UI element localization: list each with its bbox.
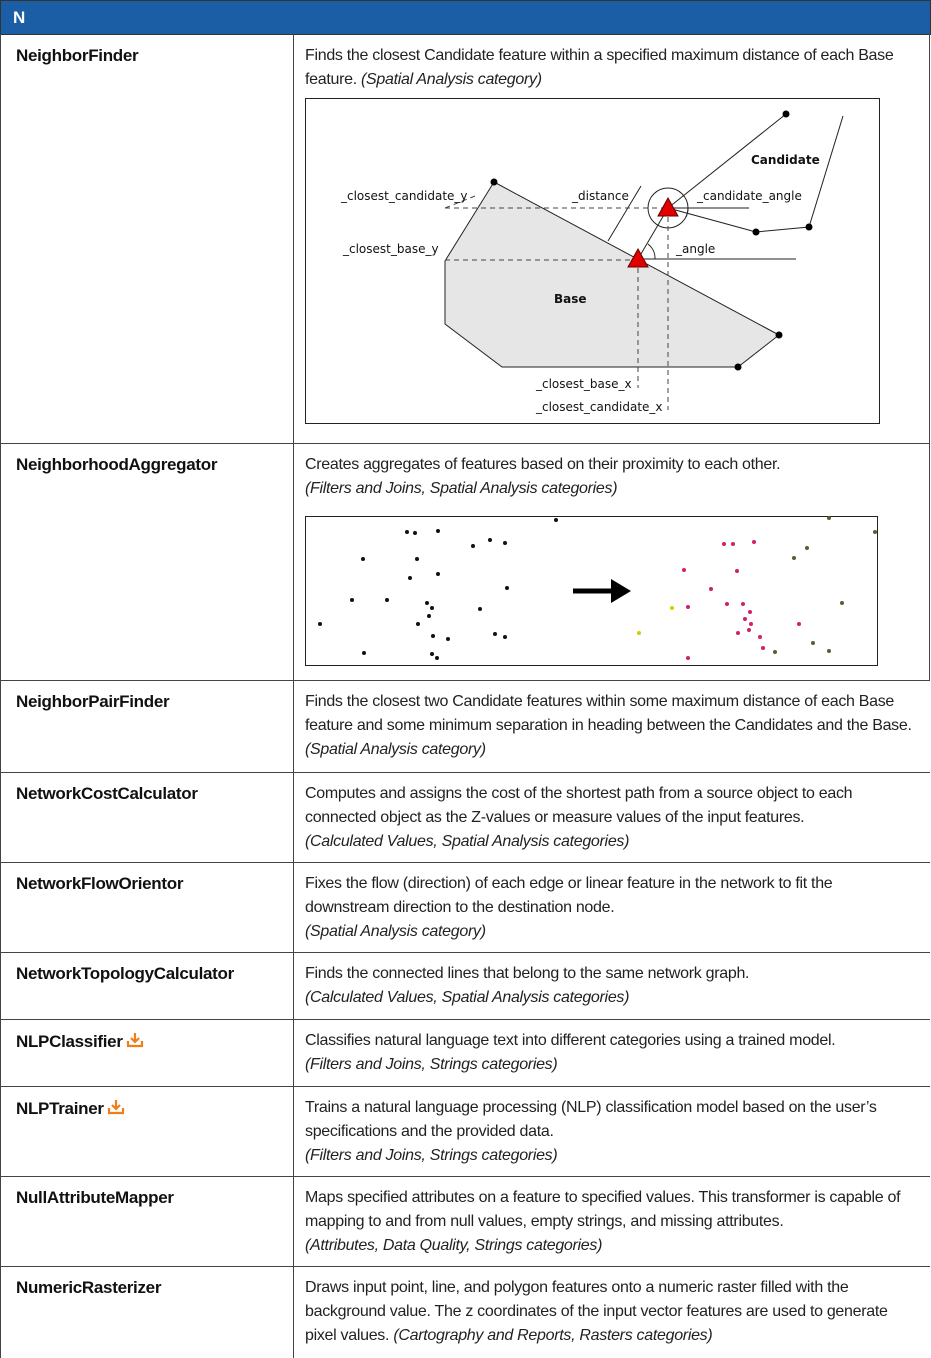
transformer-name: NeighborhoodAggregator bbox=[1, 443, 294, 680]
description: Draws input point, line, and polygon fea… bbox=[305, 1279, 888, 1344]
name-cell: NLPTrainer bbox=[1, 1086, 294, 1176]
table-row: NLPClassifier Classifies natural languag… bbox=[0, 1019, 930, 1087]
header-letter: N bbox=[13, 8, 25, 27]
description: Maps specified attributes on a feature t… bbox=[305, 1189, 901, 1230]
description-cell: Fixes the flow (direction) of each edge … bbox=[294, 862, 930, 944]
table-row: NetworkCostCalculator Computes and assig… bbox=[0, 772, 930, 863]
table-row: NeighborhoodAggregator Creates aggregate… bbox=[0, 443, 930, 681]
transformer-name: NLPClassifier bbox=[16, 1032, 123, 1051]
transformer-name: NumericRasterizer bbox=[1, 1266, 294, 1358]
description-cell: Trains a natural language processing (NL… bbox=[294, 1086, 930, 1168]
download-icon bbox=[107, 1100, 124, 1115]
figure-label: _distance bbox=[571, 189, 629, 203]
figure-label: _candidate_angle bbox=[696, 189, 802, 203]
description-cell: Draws input point, line, and polygon fea… bbox=[294, 1266, 930, 1348]
description: Classifies natural language text into di… bbox=[305, 1032, 836, 1049]
category: (Spatial Analysis category) bbox=[305, 741, 486, 758]
description-cell: Finds the connected lines that belong to… bbox=[294, 952, 930, 1010]
description-cell: Computes and assigns the cost of the sho… bbox=[294, 772, 930, 854]
description-cell: Finds the closest two Candidate features… bbox=[294, 680, 930, 762]
figure-label: _closest_candidate_x bbox=[535, 400, 663, 414]
transformer-name: NullAttributeMapper bbox=[1, 1176, 294, 1266]
category: (Spatial Analysis category) bbox=[361, 71, 542, 88]
description-cell: Maps specified attributes on a feature t… bbox=[294, 1176, 930, 1258]
aggregator-figure bbox=[305, 516, 878, 666]
description: Finds the connected lines that belong to… bbox=[305, 965, 750, 982]
table-row: NullAttributeMapper Maps specified attri… bbox=[0, 1176, 930, 1267]
category: (Filters and Joins, Spatial Analysis cat… bbox=[305, 480, 618, 497]
table-row: NeighborPairFinder Finds the closest two… bbox=[0, 680, 930, 773]
table-row: NumericRasterizer Draws input point, lin… bbox=[0, 1266, 930, 1358]
category: (Spatial Analysis category) bbox=[305, 923, 486, 940]
figure-label: _closest_base_y bbox=[342, 242, 439, 256]
figure-label: Base bbox=[554, 292, 587, 306]
description: Finds the closest two Candidate features… bbox=[305, 693, 912, 734]
transformer-name: NetworkCostCalculator bbox=[1, 772, 294, 862]
category: (Calculated Values, Spatial Analysis cat… bbox=[305, 989, 630, 1006]
transformer-name: NetworkFlowOrientor bbox=[1, 862, 294, 952]
description: Creates aggregates of features based on … bbox=[305, 456, 781, 473]
table-row: NetworkFlowOrientor Fixes the flow (dire… bbox=[0, 862, 930, 953]
transformer-name: NLPTrainer bbox=[16, 1099, 104, 1118]
figure-label: _angle bbox=[675, 242, 715, 256]
table-row: NLPTrainer Trains a natural language pro… bbox=[0, 1086, 930, 1177]
figure-label: _closest_candidate_y bbox=[340, 189, 468, 203]
category: (Calculated Values, Spatial Analysis cat… bbox=[305, 833, 630, 850]
category: (Cartography and Reports, Rasters catego… bbox=[393, 1327, 713, 1344]
description: Computes and assigns the cost of the sho… bbox=[305, 785, 853, 826]
description-cell: Classifies natural language text into di… bbox=[294, 1019, 930, 1077]
description: Finds the closest Candidate feature with… bbox=[305, 47, 894, 88]
neighbor-finder-figure: _closest_candidate_y _distance _candidat… bbox=[305, 98, 880, 424]
figure-label: _closest_base_x bbox=[535, 377, 632, 391]
table-row: NeighborFinder Finds the closest Candida… bbox=[0, 34, 930, 444]
name-cell: NLPClassifier bbox=[1, 1019, 294, 1086]
transformer-name: NeighborPairFinder bbox=[1, 680, 294, 772]
transformer-name: NetworkTopologyCalculator bbox=[1, 952, 294, 1019]
section-header: N bbox=[0, 0, 931, 35]
description: Trains a natural language processing (NL… bbox=[305, 1099, 877, 1140]
download-icon bbox=[126, 1033, 143, 1048]
category: (Filters and Joins, Strings categories) bbox=[305, 1147, 558, 1164]
description-cell: Creates aggregates of features based on … bbox=[294, 443, 929, 666]
category: (Filters and Joins, Strings categories) bbox=[305, 1056, 558, 1073]
transformer-name: NeighborFinder bbox=[1, 34, 294, 443]
description: Fixes the flow (direction) of each edge … bbox=[305, 875, 833, 916]
description-cell: Finds the closest Candidate feature with… bbox=[294, 34, 929, 425]
category: (Attributes, Data Quality, Strings categ… bbox=[305, 1237, 603, 1254]
figure-label: Candidate bbox=[751, 153, 820, 167]
table-row: NetworkTopologyCalculator Finds the conn… bbox=[0, 952, 930, 1020]
